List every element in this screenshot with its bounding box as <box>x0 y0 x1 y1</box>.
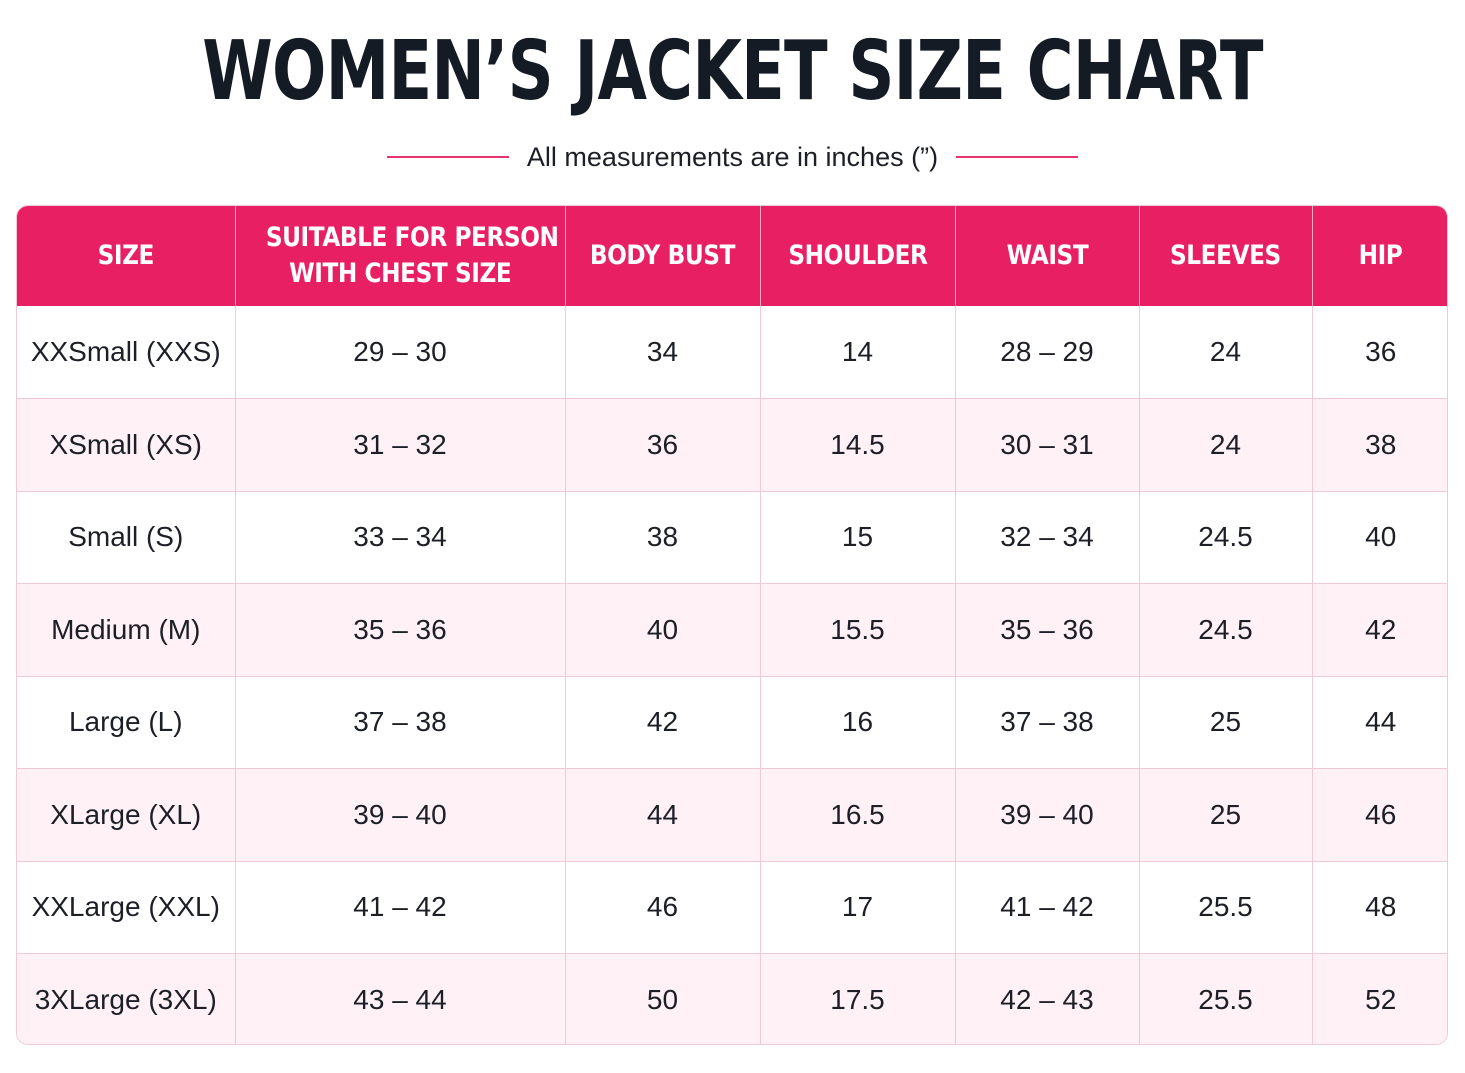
size-table-container: SIZE SUITABLE FOR PERSON WITH CHEST SIZE… <box>16 205 1448 1045</box>
cell-body-bust: 36 <box>565 398 761 492</box>
cell-size: XSmall (XS) <box>17 398 236 492</box>
cell-body-bust: 42 <box>565 676 761 769</box>
right-divider <box>956 156 1079 158</box>
cell-shoulder: 16.5 <box>760 768 956 862</box>
cell-body-bust: 40 <box>565 583 761 677</box>
header-chest-size: SUITABLE FOR PERSON WITH CHEST SIZE <box>235 206 566 306</box>
cell-chest-size: 35 – 36 <box>235 583 566 677</box>
cell-waist: 37 – 38 <box>955 676 1140 769</box>
cell-sleeves: 24.5 <box>1139 491 1313 584</box>
header-waist: WAIST <box>955 206 1140 306</box>
cell-sleeves: 25.5 <box>1139 861 1313 954</box>
cell-shoulder: 14 <box>760 306 956 399</box>
cell-hip: 52 <box>1365 984 1397 1015</box>
header-sleeves: SLEEVES <box>1139 206 1313 306</box>
cell-body-bust: 46 <box>565 861 761 954</box>
cell-chest-size: 43 – 44 <box>235 953 566 1044</box>
cell-sleeves: 24 <box>1139 398 1313 492</box>
cell-hip: 40 <box>1312 491 1447 584</box>
cell-waist: 41 – 42 <box>955 861 1140 954</box>
cell-chest-size: 33 – 34 <box>235 491 566 584</box>
cell-chest-size: 29 – 30 <box>235 306 566 399</box>
cell-hip: 38 <box>1312 398 1447 492</box>
cell-size: XXSmall (XXS) <box>17 306 236 399</box>
subtitle: All measurements are in inches (”) <box>526 141 939 172</box>
left-divider <box>386 156 509 158</box>
table-row: XXSmall (XXS) 29 – 30 34 14 28 – 29 24 3… <box>17 306 1447 399</box>
table-row: Medium (M) 35 – 36 40 15.5 35 – 36 24.5 … <box>17 583 1447 677</box>
cell-shoulder: 17.5 <box>760 953 956 1044</box>
cell-shoulder: 16 <box>760 676 956 769</box>
header-row: SIZE SUITABLE FOR PERSON WITH CHEST SIZE… <box>17 206 1447 306</box>
table-header: SIZE SUITABLE FOR PERSON WITH CHEST SIZE… <box>17 206 1447 306</box>
cell-waist: 28 – 29 <box>955 306 1140 399</box>
size-table: SIZE SUITABLE FOR PERSON WITH CHEST SIZE… <box>17 206 1447 1044</box>
table-body: XXSmall (XXS) 29 – 30 34 14 28 – 29 24 3… <box>17 306 1447 1044</box>
cell-shoulder: 15 <box>760 491 956 584</box>
cell-waist: 30 – 31 <box>955 398 1140 492</box>
header-shoulder: SHOULDER <box>760 206 956 306</box>
cell-hip: 36 <box>1312 306 1447 399</box>
table-row: XXLarge (XXL) 41 – 42 46 17 41 – 42 25.5… <box>17 861 1447 954</box>
cell-body-bust: 50 <box>565 953 761 1044</box>
cell-waist: 35 – 36 <box>955 583 1140 677</box>
cell-hip: 46 <box>1312 768 1447 862</box>
page-title: WOMEN’S JACKET SIZE CHART <box>202 24 1263 119</box>
cell-hip: 48 <box>1312 861 1447 954</box>
cell-sleeves: 24.5 <box>1139 583 1313 677</box>
cell-waist: 39 – 40 <box>955 768 1140 862</box>
cell-shoulder: 14.5 <box>760 398 956 492</box>
cell-size: Small (S) <box>17 491 236 584</box>
cell-size: Medium (M) <box>17 583 236 677</box>
cell-shoulder: 15.5 <box>760 583 956 677</box>
cell-sleeves: 25.5 <box>1139 953 1313 1044</box>
cell-chest-size: 37 – 38 <box>235 676 566 769</box>
cell-body-bust: 38 <box>565 491 761 584</box>
cell-chest-size: 41 – 42 <box>235 861 566 954</box>
table-row: XSmall (XS) 31 – 32 36 14.5 30 – 31 24 3… <box>17 398 1447 492</box>
table-row: 3XLarge (3XL) 43 – 44 50 17.5 42 – 43 25… <box>17 953 1447 1044</box>
cell-size: Large (L) <box>17 676 236 769</box>
cell-size: XXLarge (XXL) <box>17 861 236 954</box>
cell-body-bust: 44 <box>565 768 761 862</box>
cell-body-bust: 34 <box>565 306 761 399</box>
cell-waist: 42 – 43 <box>955 953 1140 1044</box>
cell-shoulder: 17 <box>760 861 956 954</box>
cell-chest-size: 39 – 40 <box>235 768 566 862</box>
cell-sleeves: 25 <box>1139 676 1313 769</box>
cell-size: 3XLarge (3XL) <box>17 953 236 1044</box>
table-row: Small (S) 33 – 34 38 15 32 – 34 24.5 40 <box>17 491 1447 584</box>
cell-hip: 42 <box>1312 583 1447 677</box>
subtitle-row: All measurements are in inches (”) <box>0 136 1465 178</box>
header-hip: HIP <box>1358 240 1403 271</box>
cell-hip: 44 <box>1312 676 1447 769</box>
cell-size: XLarge (XL) <box>17 768 236 862</box>
table-row: XLarge (XL) 39 – 40 44 16.5 39 – 40 25 4… <box>17 768 1447 862</box>
cell-chest-size: 31 – 32 <box>235 398 566 492</box>
table-row: Large (L) 37 – 38 42 16 37 – 38 25 44 <box>17 676 1447 769</box>
header-size: SIZE <box>17 206 236 306</box>
cell-sleeves: 25 <box>1139 768 1313 862</box>
header-body-bust: BODY BUST <box>565 206 761 306</box>
cell-sleeves: 24 <box>1139 306 1313 399</box>
cell-waist: 32 – 34 <box>955 491 1140 584</box>
